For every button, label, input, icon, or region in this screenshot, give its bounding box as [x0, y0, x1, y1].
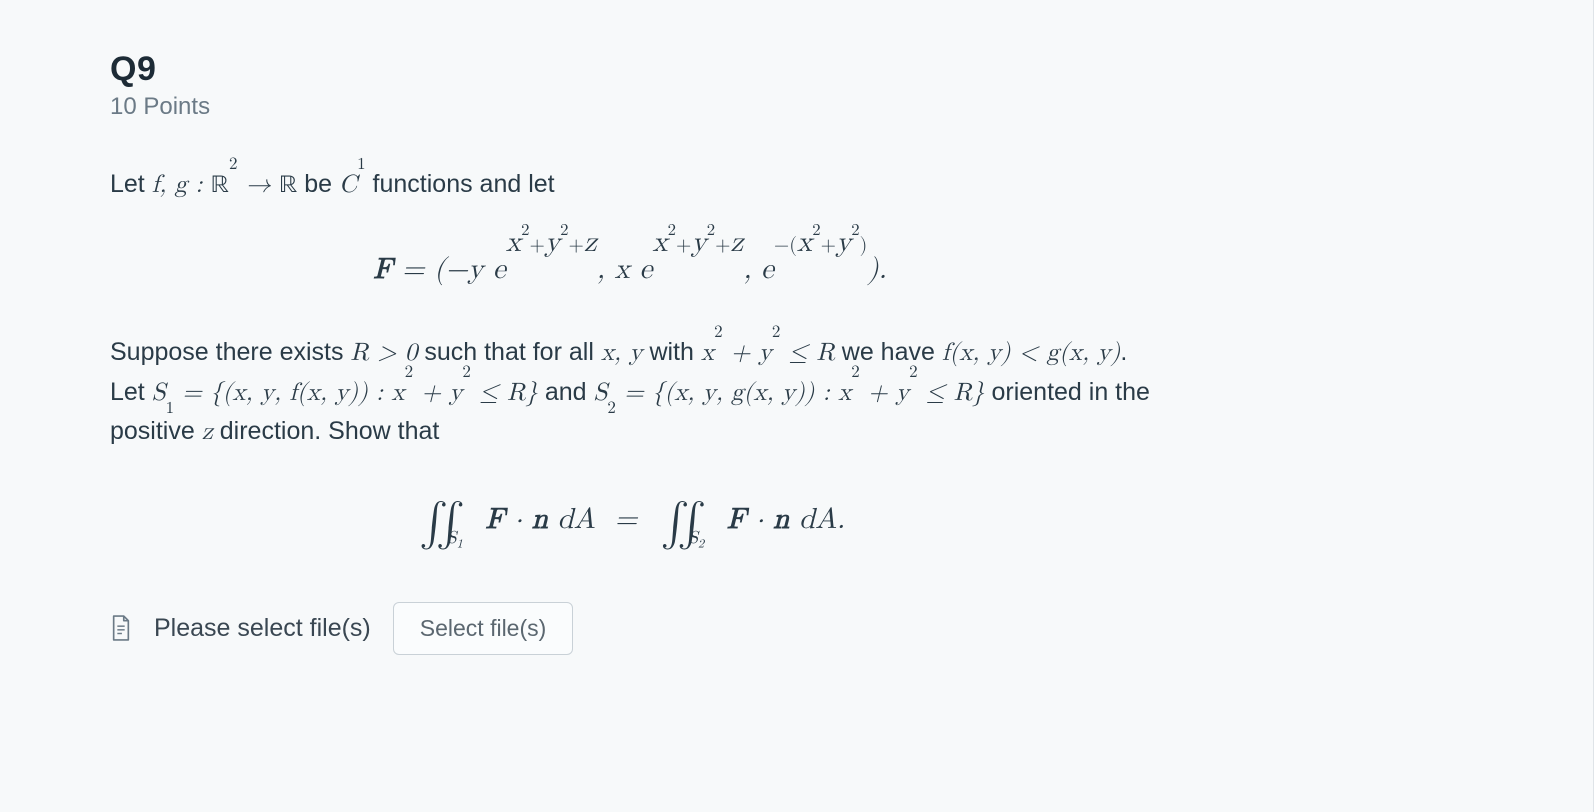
question-card: Q9 10 Points Let f, g : ℝ2 → ℝ be C1 fun…	[0, 0, 1594, 812]
math-S2: S2 = {(x, y, g(x, y)) : x2 + y2 ≤ R}	[594, 380, 985, 405]
intro-text-1: Let	[110, 170, 152, 198]
question-number: Q9	[110, 50, 1150, 89]
math-z: z	[202, 419, 213, 444]
p2-a: Suppose there exists	[110, 338, 350, 366]
p2-b: such that for all	[417, 338, 600, 366]
math-fltg: f(x, y) < g(x, y)	[942, 340, 1121, 365]
math-xy: x, y	[601, 340, 643, 365]
question-points: 10 Points	[110, 93, 1150, 121]
select-files-button[interactable]: Select file(s)	[393, 602, 574, 655]
display-equation-F: F = (−y ex2+y2+z, x ex2+y2+z, e−(x2+y2))…	[110, 252, 1150, 287]
question-content: Q9 10 Points Let f, g : ℝ2 → ℝ be C1 fun…	[0, 0, 1260, 695]
p2-h: direction. Show that	[213, 417, 440, 445]
double-integral-S1: ∫∫ S1	[419, 498, 453, 546]
math-Rgt0: R > 0	[350, 340, 417, 365]
file-upload-row: Please select file(s) Select file(s)	[110, 602, 1150, 655]
math-disk: x2 + y2 ≤ R	[701, 340, 835, 365]
math-c1: C1	[339, 172, 366, 197]
math-fg-decl: f, g : ℝ2 → ℝ	[152, 172, 298, 197]
intro-text-2: be	[297, 170, 339, 198]
intro-text-3: functions and let	[366, 170, 555, 198]
upload-prompt-label: Please select file(s)	[154, 614, 371, 643]
p2-c: with	[643, 338, 701, 366]
double-integral-S2: ∫∫ S2	[661, 498, 695, 546]
question-body: Let f, g : ℝ2 → ℝ be C1 functions and le…	[110, 165, 1150, 206]
display-equation-integral: ∫∫ S1 F · n dA = ∫∫ S2 F · n dA.	[110, 498, 1150, 546]
p2-f: and	[538, 378, 594, 406]
file-document-icon	[110, 614, 132, 642]
math-S1: S1 = {(x, y, f(x, y)) : x2 + y2 ≤ R}	[152, 380, 538, 405]
question-paragraph-2: Suppose there exists R > 0 such that for…	[110, 333, 1150, 452]
p2-d: we have	[835, 338, 942, 366]
